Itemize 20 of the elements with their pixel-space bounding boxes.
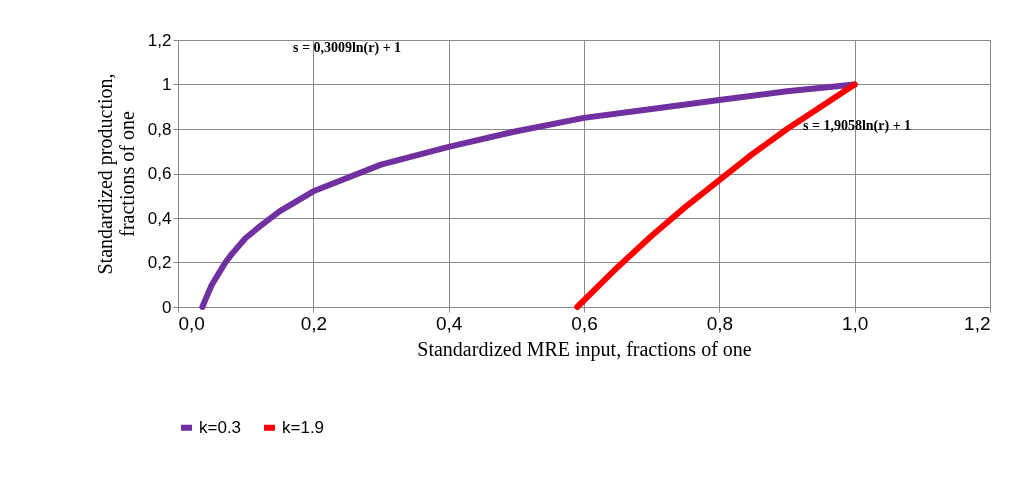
x-tick-label: 0,0: [178, 312, 205, 334]
y-tick-label: 0,4: [147, 208, 172, 228]
legend-label: k=0.3: [199, 417, 242, 437]
x-tick-label: 0,4: [435, 312, 463, 334]
x-tick-label: 0,6: [571, 312, 598, 334]
y-tick-label: 1,2: [147, 30, 172, 50]
x-tick-label: 0,2: [300, 312, 328, 334]
y-tick-label: 1: [162, 75, 172, 94]
y-axis-title: Standardized production, fractions of one: [93, 73, 138, 275]
x-axis-title: Standardized MRE input, fractions of one: [417, 337, 752, 361]
y-tick-label: 0,6: [147, 164, 172, 183]
annotation: s = 1,9058ln(r) + 1: [803, 118, 912, 134]
x-tick-label: 1,2: [964, 312, 991, 334]
annotation: s = 0,3009ln(r) + 1: [293, 40, 402, 56]
y-tick-label: 0,8: [147, 119, 172, 139]
y-tick-label: 0,2: [147, 253, 172, 272]
legend-label: k=1.9: [282, 417, 325, 437]
x-tick-label: 1,0: [841, 312, 869, 334]
y-tick-label: 0: [162, 297, 172, 317]
x-tick-label: 0,8: [706, 312, 734, 334]
